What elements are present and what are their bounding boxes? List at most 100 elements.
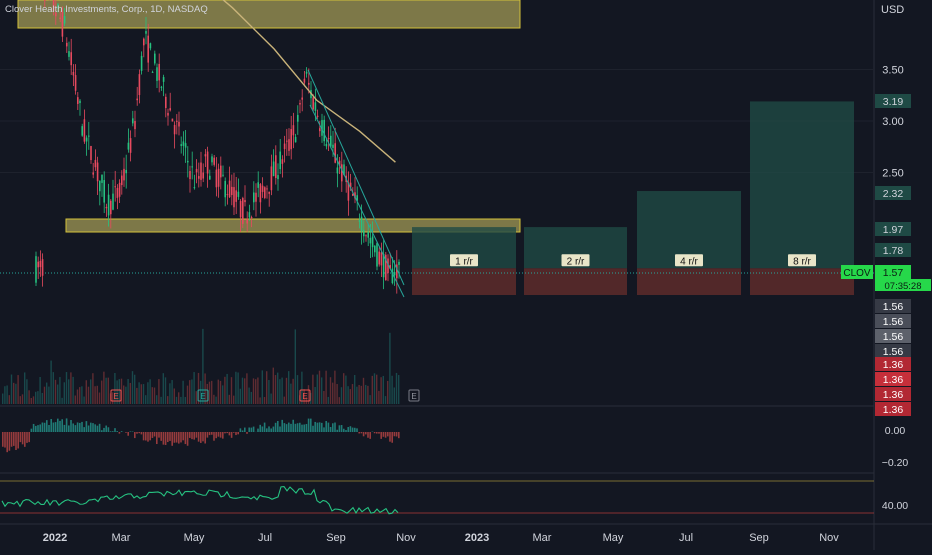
earnings-marker-label: E bbox=[200, 392, 205, 401]
volume-bar bbox=[176, 397, 177, 404]
oscillator-bar bbox=[189, 432, 191, 438]
volume-bar bbox=[160, 397, 161, 404]
volume-bar bbox=[90, 379, 91, 404]
oscillator-bar bbox=[13, 432, 15, 446]
volume-bar bbox=[376, 375, 377, 404]
volume-bar bbox=[356, 387, 357, 404]
volume-bar bbox=[290, 384, 291, 404]
oscillator-bar bbox=[350, 426, 352, 432]
volume-bar bbox=[88, 387, 89, 404]
oscillator-bar bbox=[35, 426, 37, 432]
volume-bar bbox=[17, 375, 18, 404]
candle-body bbox=[101, 175, 103, 183]
oscillator-bar bbox=[213, 432, 215, 441]
oscillator-bar bbox=[72, 423, 74, 432]
volume-bar bbox=[79, 387, 80, 404]
volume-bar bbox=[332, 383, 333, 404]
candle-body bbox=[196, 169, 198, 172]
oscillator-bar bbox=[101, 430, 103, 432]
volume-bar bbox=[350, 389, 351, 404]
volume-bar bbox=[378, 391, 379, 404]
volume-bar bbox=[248, 388, 249, 404]
volume-bar bbox=[235, 372, 236, 404]
candle-body bbox=[392, 269, 394, 283]
earnings-marker-label: E bbox=[411, 392, 416, 401]
candle-body bbox=[165, 97, 167, 108]
volume-bar bbox=[180, 397, 181, 404]
candle-body bbox=[75, 75, 77, 91]
oscillator-bar bbox=[336, 430, 338, 432]
oscillator-bar bbox=[229, 432, 231, 435]
time-axis-label: May bbox=[603, 532, 624, 544]
oscillator-bar bbox=[262, 426, 264, 432]
oscillator-bar bbox=[4, 432, 6, 448]
currency-label: USD bbox=[881, 4, 904, 16]
oscillator-bar bbox=[345, 430, 347, 432]
candle-body bbox=[112, 194, 114, 210]
candle-body bbox=[174, 125, 176, 134]
volume-bar bbox=[154, 388, 155, 404]
volume-bar bbox=[81, 386, 82, 404]
oscillator-bar bbox=[121, 431, 123, 432]
candle-body bbox=[213, 158, 215, 165]
volume-bar bbox=[119, 379, 120, 404]
oscillator-bar bbox=[149, 432, 151, 440]
volume-bar bbox=[354, 375, 355, 404]
oscillator-bar bbox=[94, 424, 96, 432]
volume-bar bbox=[77, 390, 78, 404]
oscillator-bar bbox=[163, 432, 165, 445]
candle-body bbox=[330, 136, 332, 147]
oscillator-bar bbox=[61, 419, 63, 432]
volume-bar bbox=[42, 393, 43, 404]
oscillator-bar bbox=[134, 432, 136, 438]
candle-body bbox=[81, 126, 83, 135]
oscillator-bar bbox=[81, 422, 83, 432]
candle-body bbox=[114, 186, 116, 187]
volume-bar bbox=[224, 377, 225, 404]
volume-bar bbox=[86, 380, 87, 404]
oscillator-bar bbox=[288, 423, 290, 432]
candle-body bbox=[198, 176, 200, 179]
candle-body bbox=[365, 235, 367, 236]
price-axis-badge-label: 1.56 bbox=[883, 331, 904, 343]
oscillator-bar bbox=[358, 432, 360, 433]
candle-body bbox=[251, 217, 253, 218]
time-axis-label: 2023 bbox=[465, 532, 489, 544]
oscillator-bar bbox=[323, 427, 325, 432]
volume-bar bbox=[317, 374, 318, 404]
price-axis-badge-label: 1.56 bbox=[883, 316, 904, 328]
oscillator-bar bbox=[44, 423, 46, 432]
candle-body bbox=[337, 167, 339, 173]
rsi-tick-label: 40.00 bbox=[882, 500, 908, 512]
oscillator-bar bbox=[57, 419, 59, 432]
candle-body bbox=[231, 187, 233, 195]
volume-bar bbox=[55, 380, 56, 404]
time-axis-label: Mar bbox=[533, 532, 552, 544]
candle-body bbox=[92, 172, 94, 174]
candle-body bbox=[73, 72, 75, 75]
volume-bar bbox=[314, 387, 315, 404]
volume-bar bbox=[259, 397, 260, 404]
candle-body bbox=[161, 87, 163, 88]
oscillator-bar bbox=[398, 432, 400, 438]
oscillator-bar bbox=[138, 432, 140, 433]
volume-bar bbox=[358, 385, 359, 404]
volume-bar bbox=[94, 386, 95, 404]
price-axis-badge-label: 1.36 bbox=[883, 389, 904, 401]
oscillator-bar bbox=[383, 432, 385, 437]
candle-body bbox=[95, 160, 97, 167]
oscillator-bar bbox=[178, 432, 180, 444]
candle-body bbox=[301, 98, 303, 100]
volume-bar bbox=[35, 392, 36, 404]
oscillator-bar bbox=[328, 423, 330, 432]
volume-bar bbox=[284, 397, 285, 404]
oscillator-bar bbox=[268, 426, 270, 432]
volume-bar bbox=[92, 373, 93, 404]
oscillator-bar bbox=[204, 432, 206, 443]
candle-body bbox=[62, 12, 64, 37]
oscillator-bar bbox=[28, 432, 30, 442]
oscillator-bar bbox=[37, 425, 39, 432]
candle-body bbox=[240, 201, 242, 217]
